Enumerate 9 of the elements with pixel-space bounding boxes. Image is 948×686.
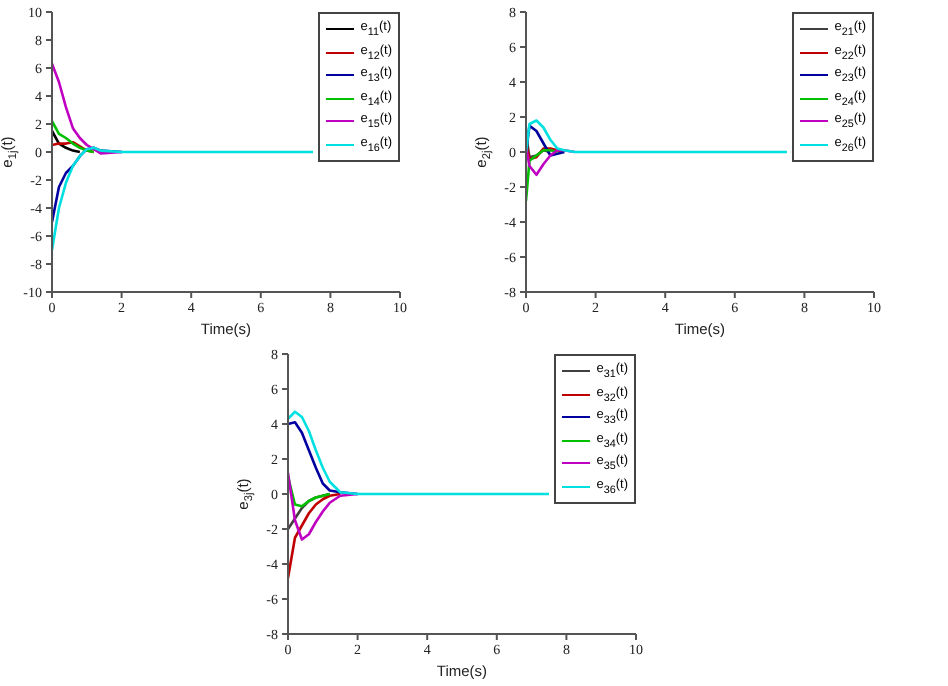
line-series — [52, 119, 96, 154]
line-series — [288, 471, 359, 541]
line-series — [52, 146, 315, 252]
line-series — [288, 492, 342, 580]
line-series — [526, 119, 789, 154]
line-series — [52, 129, 82, 154]
line-series — [526, 148, 559, 203]
line-series — [288, 410, 551, 496]
line-series — [52, 62, 123, 155]
